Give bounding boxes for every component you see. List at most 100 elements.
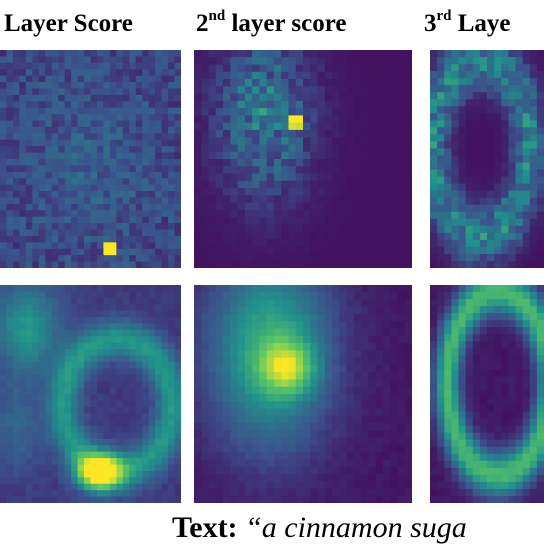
- heatmap-cell: [536, 355, 544, 363]
- heatmap-cell: [310, 314, 319, 322]
- heatmap-cell: [382, 238, 391, 247]
- heatmap-cell: [208, 314, 217, 322]
- heatmap-cell: [45, 159, 53, 167]
- heatmap-cell: [96, 255, 105, 263]
- heatmap-cell: [45, 62, 53, 70]
- heatmap-cell: [339, 299, 348, 308]
- heatmap-cell: [90, 197, 98, 205]
- heatmap-cell: [58, 191, 66, 199]
- heatmap-cell: [324, 437, 333, 446]
- heatmap-cell: [77, 368, 85, 376]
- heatmap-cell: [51, 329, 59, 337]
- heatmap-cell: [501, 341, 509, 349]
- heatmap-cell: [84, 361, 92, 369]
- heatmap-cell: [237, 115, 246, 124]
- heatmap-cell: [472, 85, 481, 93]
- heatmap-cell: [194, 108, 202, 116]
- heatmap-cell: [58, 438, 66, 446]
- heatmap-cell: [215, 180, 224, 189]
- heatmap-cell: [129, 255, 137, 263]
- heatmap-cell: [208, 437, 217, 446]
- heatmap-cell: [244, 394, 253, 402]
- heatmap-cell: [148, 451, 156, 459]
- heatmap-cell: [109, 255, 117, 263]
- heatmap-cell: [529, 292, 538, 300]
- heatmap-cell: [444, 376, 452, 385]
- heatmap-cell: [479, 127, 488, 135]
- heatmap-cell: [77, 69, 85, 77]
- heatmap-cell: [465, 341, 474, 349]
- heatmap-cell: [25, 235, 33, 243]
- heatmap-cell: [129, 242, 137, 250]
- heatmap-cell: [215, 299, 224, 308]
- heatmap-cell: [38, 261, 46, 268]
- heatmap-cell: [0, 310, 8, 318]
- heatmap-cell: [155, 165, 163, 173]
- heatmap-cell: [353, 246, 362, 255]
- heatmap-cell: [129, 82, 137, 90]
- heatmap-cell: [38, 451, 46, 459]
- heatmap-cell: [77, 114, 85, 122]
- heatmap-row2-col3: [430, 285, 544, 503]
- heatmap-cell: [295, 321, 304, 330]
- heatmap-cell: [90, 419, 98, 427]
- heatmap-cell: [71, 210, 79, 218]
- heatmap-cell: [310, 217, 319, 225]
- heatmap-cell: [64, 490, 72, 498]
- heatmap-cell: [458, 474, 467, 483]
- heatmap-cell: [201, 100, 210, 109]
- heatmap-cell: [51, 394, 59, 402]
- heatmap-cell: [310, 253, 319, 262]
- heatmap-cell: [32, 477, 40, 485]
- heatmap-cell: [194, 188, 202, 196]
- heatmap-cell: [142, 426, 150, 434]
- heatmap-cell: [397, 260, 406, 268]
- heatmap-cell: [375, 100, 384, 109]
- heatmap-cell: [58, 355, 66, 363]
- heatmap-cell: [32, 464, 40, 472]
- heatmap-cell: [508, 481, 517, 490]
- heatmap-cell: [310, 321, 319, 330]
- heatmap-cell: [266, 71, 275, 80]
- heatmap-cell: [465, 488, 474, 497]
- heatmap-cell: [404, 260, 412, 268]
- heatmap-cell: [96, 101, 105, 109]
- heatmap-cell: [515, 197, 524, 206]
- heatmap-cell: [58, 374, 66, 382]
- heatmap-cell: [437, 285, 445, 293]
- heatmap-cell: [45, 235, 53, 243]
- heatmap-cell: [332, 350, 340, 359]
- heatmap-cell: [90, 191, 98, 199]
- heatmap-cell: [12, 184, 20, 192]
- heatmap-cell: [64, 291, 72, 299]
- heatmap-cell: [397, 86, 406, 95]
- heatmap-cell: [122, 285, 130, 293]
- heatmap-cell: [109, 323, 117, 331]
- heatmap-cell: [444, 292, 452, 300]
- heatmap-cell: [324, 444, 333, 453]
- heatmap-cell: [201, 292, 210, 301]
- heatmap-cell: [109, 387, 117, 395]
- heatmap-cell: [135, 342, 143, 350]
- heatmap-cell: [465, 446, 474, 455]
- heatmap-cell: [259, 488, 268, 497]
- heatmap-cell: [161, 451, 169, 459]
- heatmap-cell: [310, 423, 319, 431]
- heatmap-cell: [303, 231, 311, 240]
- heatmap-cell: [382, 314, 391, 322]
- heatmap-cell: [390, 495, 399, 503]
- heatmap-cell: [494, 225, 502, 234]
- heatmap-cell: [45, 355, 53, 363]
- heatmap-cell: [310, 372, 319, 381]
- heatmap-cell: [19, 374, 27, 382]
- heatmap-cell: [487, 204, 495, 213]
- heatmap-cell: [397, 386, 406, 395]
- heatmap-cell: [116, 496, 124, 503]
- heatmap-cell: [215, 379, 224, 388]
- heatmap-cell: [281, 231, 290, 240]
- heatmap-cell: [84, 336, 92, 344]
- heatmap-cell: [494, 425, 502, 434]
- heatmap-cell: [501, 204, 509, 213]
- heatmap-cell: [487, 397, 495, 406]
- heatmap-cell: [430, 113, 438, 121]
